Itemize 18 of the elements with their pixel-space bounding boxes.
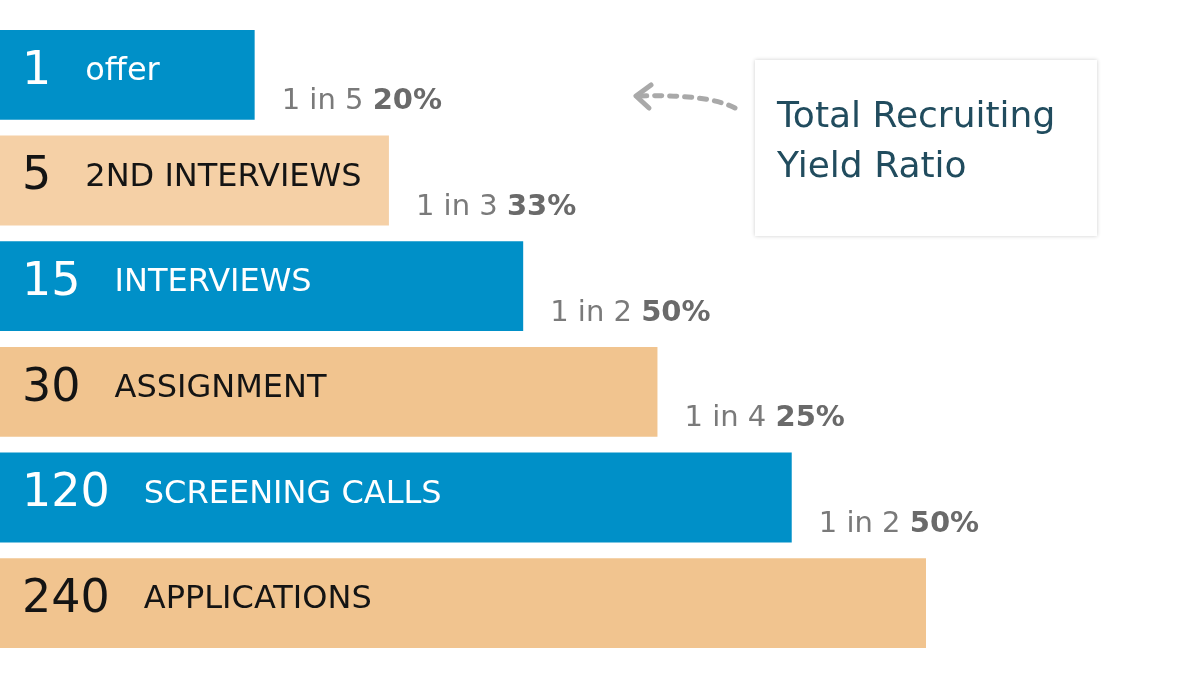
category-label: ASSIGNMENT [114, 367, 327, 406]
category-label: SCREENING CALLS [143, 472, 442, 511]
text: 1 in 2 50% [818, 504, 980, 539]
data-label: 30 [22, 357, 81, 412]
data-label: 5 [22, 146, 52, 201]
text: 1 in 3 33% [415, 187, 577, 222]
category-label: APPLICATIONS [143, 578, 372, 617]
text: 1 in 4 25% [684, 399, 845, 434]
category-label: 2ND INTERVIEWS [85, 155, 362, 194]
text: Total Recruiting Yield Ratio [777, 93, 1057, 187]
text: 1 in 2 50% [550, 293, 711, 328]
data-label: 1 [22, 40, 52, 95]
data-label: 120 [22, 463, 110, 518]
text: 1 in 5 20% [281, 82, 443, 117]
category-label: offer [85, 50, 161, 89]
data-label: 15 [22, 252, 81, 307]
category-label: INTERVIEWS [114, 261, 312, 300]
data-label: 240 [22, 569, 110, 624]
